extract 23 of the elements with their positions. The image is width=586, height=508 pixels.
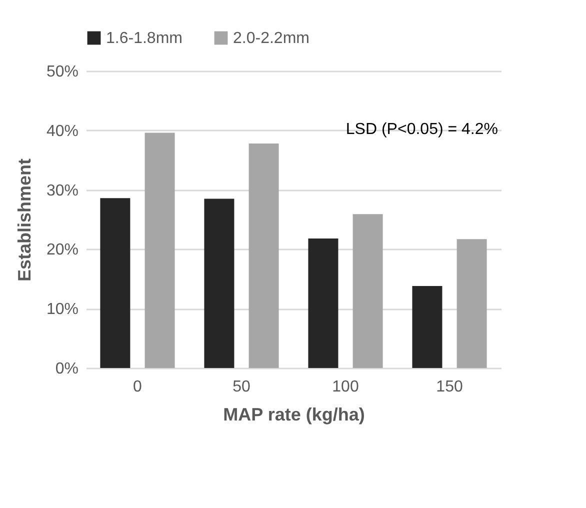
y-tick-label: 0% xyxy=(55,360,78,378)
y-axis-title: Establishment xyxy=(14,158,34,282)
bar xyxy=(308,238,338,368)
bar xyxy=(352,214,383,368)
bar xyxy=(412,286,442,368)
y-tick-label: 10% xyxy=(46,301,78,318)
y-tick-label: 50% xyxy=(46,64,78,80)
x-tick-label: 0 xyxy=(133,378,142,396)
legend-label: 1.6-1.8mm xyxy=(106,30,182,47)
x-tick-label: 100 xyxy=(332,378,359,396)
annotation: LSD (P<0.05) = 4.2% xyxy=(346,121,498,138)
bar xyxy=(100,198,130,368)
x-tick-label: 150 xyxy=(436,378,463,396)
y-tick-label: 30% xyxy=(46,182,78,200)
x-axis-title: MAP rate (kg/ha) xyxy=(223,404,365,424)
bar xyxy=(248,143,279,368)
bar xyxy=(144,132,175,368)
bar xyxy=(456,239,487,368)
y-tick-label: 20% xyxy=(46,242,78,259)
x-tick-label: 50 xyxy=(232,378,250,396)
legend-label: 2.0-2.2mm xyxy=(233,30,310,47)
y-tick-label: 40% xyxy=(46,122,78,140)
bar xyxy=(204,198,234,368)
